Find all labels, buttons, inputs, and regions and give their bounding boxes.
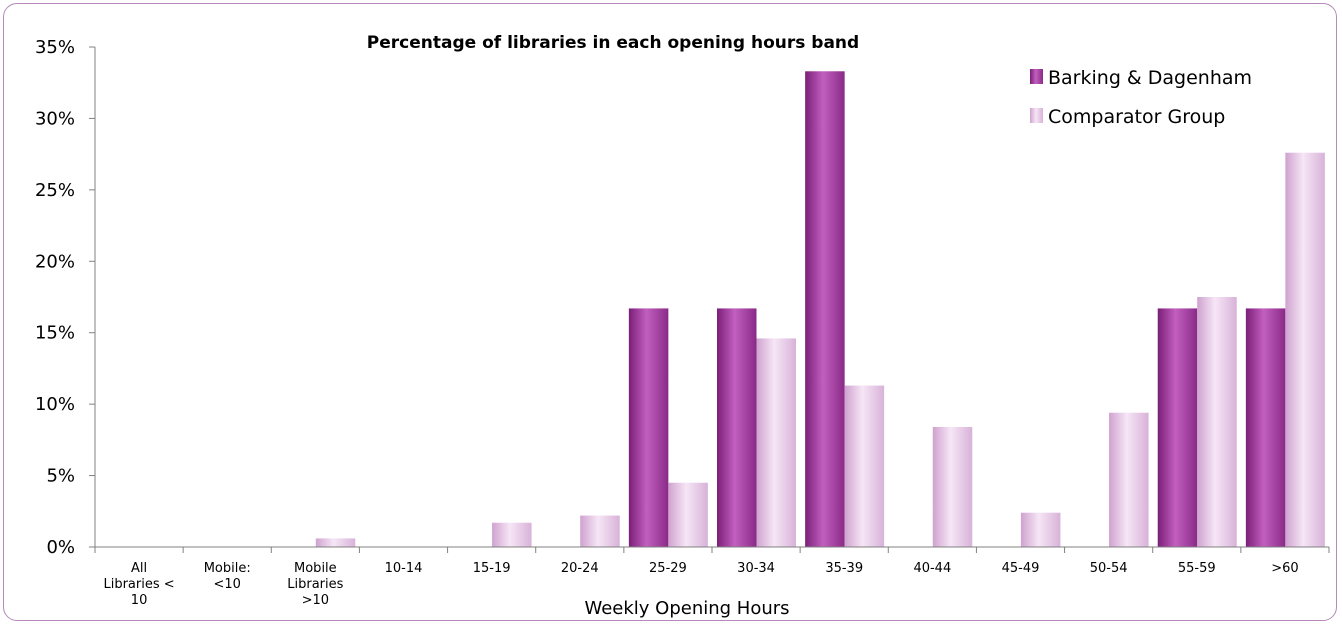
bar-comparator — [1020, 512, 1061, 547]
bar-comparator — [315, 538, 356, 547]
y-tick-label: 0% — [46, 537, 75, 558]
bar-barking — [805, 71, 845, 548]
x-tick-label: >60 — [1271, 561, 1298, 576]
y-axis: 0% 5% 10% 15% 20% 25% 30% 35% — [35, 37, 96, 558]
y-tick-label: 35% — [35, 37, 75, 58]
bar-comparator — [756, 338, 796, 547]
bar-barking — [1245, 308, 1286, 547]
x-tick-label: 45-49 — [1002, 561, 1040, 576]
x-tick-label: Mobile Libraries >10 — [287, 561, 343, 608]
legend-swatch-comparator — [1030, 108, 1043, 123]
y-tick-label: 20% — [35, 251, 75, 272]
bar-comparator — [580, 515, 620, 547]
y-tick-label: 10% — [35, 394, 75, 415]
x-tick-label: Mobile: <10 — [204, 561, 251, 592]
y-tick-label: 15% — [35, 323, 75, 344]
bars-group — [315, 71, 1325, 548]
bar-comparator — [668, 482, 708, 547]
legend: Barking & Dagenham Comparator Group — [1030, 67, 1252, 128]
bar-comparator — [844, 385, 885, 547]
y-tick-label: 30% — [35, 108, 75, 129]
bar-comparator — [492, 522, 532, 547]
x-tick-label: 20-24 — [561, 561, 599, 576]
x-tick-label: 50-54 — [1090, 561, 1128, 576]
x-tick-label: 35-39 — [825, 561, 863, 576]
bar-barking — [717, 308, 757, 547]
bar-comparator — [1285, 152, 1325, 547]
chart-title: Percentage of libraries in each opening … — [367, 33, 859, 53]
bar-barking — [628, 308, 669, 547]
x-tick-label: 30-34 — [737, 561, 775, 576]
x-tick-label: All Libraries <10 — [103, 561, 174, 608]
y-tick-label: 5% — [46, 466, 75, 487]
x-axis-title: Weekly Opening Hours — [584, 598, 789, 619]
x-tick-label: 15-19 — [473, 561, 511, 576]
legend-label-comparator: Comparator Group — [1048, 106, 1225, 128]
bar-barking — [1157, 308, 1198, 547]
legend-swatch-barking — [1030, 69, 1043, 84]
x-tick-label: 40-44 — [913, 561, 951, 576]
legend-label-barking: Barking & Dagenham — [1048, 67, 1252, 89]
x-tick-label: 25-29 — [649, 561, 687, 576]
x-tick-label: 55-59 — [1178, 561, 1216, 576]
x-axis: All Libraries <10 Mobile: <10 Mobile Librarie… — [94, 546, 1330, 608]
y-tick-label: 25% — [35, 180, 75, 201]
bar-comparator — [932, 427, 973, 547]
x-tick-label: 10-14 — [385, 561, 423, 576]
bar-comparator — [1109, 412, 1149, 547]
bar-comparator — [1197, 297, 1237, 547]
